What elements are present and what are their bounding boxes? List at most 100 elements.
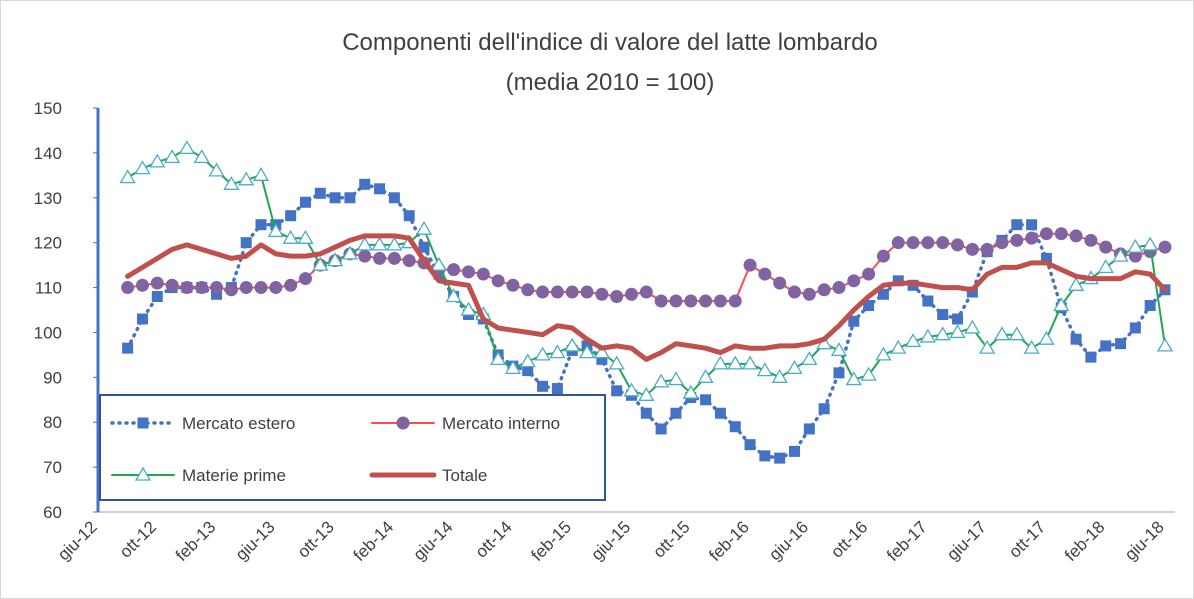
marker — [847, 274, 861, 288]
marker — [1127, 238, 1144, 253]
marker — [550, 285, 564, 299]
marker — [297, 229, 314, 244]
marker — [119, 169, 136, 184]
marker — [1084, 233, 1098, 247]
marker — [713, 294, 727, 308]
marker — [299, 196, 311, 208]
marker — [1039, 227, 1053, 241]
marker — [919, 328, 937, 343]
y-tick-label: 150 — [34, 99, 62, 118]
marker — [489, 351, 507, 366]
marker — [848, 315, 860, 327]
marker — [788, 285, 802, 299]
marker — [1011, 219, 1023, 231]
marker — [596, 353, 608, 365]
marker — [358, 249, 372, 263]
marker — [564, 337, 581, 352]
marker — [640, 407, 652, 419]
marker — [1023, 339, 1040, 354]
marker — [965, 242, 979, 256]
marker — [267, 223, 284, 238]
marker — [593, 344, 610, 359]
marker — [504, 360, 522, 375]
marker — [743, 258, 757, 272]
marker — [374, 183, 386, 195]
marker — [980, 242, 994, 256]
marker — [476, 267, 490, 281]
marker — [341, 245, 359, 260]
marker — [684, 294, 698, 308]
marker — [1040, 252, 1052, 264]
marker — [625, 287, 638, 301]
marker — [771, 369, 788, 383]
marker — [137, 417, 149, 429]
marker — [326, 252, 344, 267]
marker — [255, 219, 267, 231]
marker — [669, 294, 683, 308]
marker — [298, 272, 312, 286]
marker — [329, 192, 341, 204]
marker — [549, 344, 566, 359]
marker — [578, 344, 596, 359]
marker — [1010, 233, 1024, 247]
marker — [1097, 259, 1114, 274]
marker — [210, 281, 224, 295]
marker — [359, 178, 371, 190]
marker — [758, 267, 772, 281]
y-tick-label: 120 — [34, 234, 62, 253]
marker — [904, 333, 922, 348]
y-tick-label: 60 — [43, 503, 62, 522]
marker — [638, 386, 655, 401]
y-tick-label: 70 — [43, 458, 62, 477]
marker — [1156, 337, 1174, 352]
marker — [712, 355, 729, 370]
marker — [519, 353, 536, 368]
marker — [208, 162, 225, 177]
marker — [697, 369, 714, 383]
marker — [1128, 249, 1142, 263]
marker — [1038, 330, 1055, 345]
marker — [150, 276, 164, 290]
marker — [741, 355, 759, 370]
marker — [122, 342, 134, 354]
legend-label: Mercato interno — [442, 414, 560, 433]
marker — [211, 288, 223, 300]
marker — [934, 326, 951, 341]
marker — [269, 281, 283, 295]
marker — [285, 210, 297, 222]
marker — [1115, 338, 1127, 350]
legend-label: Materie prime — [182, 466, 286, 485]
marker — [653, 373, 670, 388]
marker — [1085, 351, 1097, 363]
marker — [163, 149, 181, 164]
marker — [922, 295, 934, 307]
marker — [1100, 340, 1112, 352]
marker — [906, 236, 920, 250]
marker — [993, 326, 1011, 341]
marker — [756, 362, 774, 377]
marker — [1070, 333, 1082, 345]
marker — [744, 439, 756, 451]
marker — [995, 236, 1009, 250]
marker — [134, 160, 151, 175]
y-tick-label: 140 — [34, 144, 62, 163]
marker — [890, 339, 907, 354]
marker — [1142, 236, 1159, 251]
marker — [149, 153, 166, 168]
marker — [802, 287, 816, 301]
marker — [623, 382, 640, 397]
marker — [565, 285, 579, 299]
marker — [1067, 277, 1085, 291]
marker — [1026, 219, 1038, 231]
marker — [727, 355, 744, 370]
y-tick-label: 90 — [43, 368, 62, 387]
marker — [284, 278, 298, 292]
marker — [445, 288, 462, 303]
marker — [863, 300, 875, 312]
marker — [595, 287, 609, 301]
series-line — [125, 233, 1168, 362]
marker — [759, 450, 771, 462]
marker — [608, 355, 625, 370]
marker — [371, 236, 388, 251]
marker — [728, 294, 742, 308]
